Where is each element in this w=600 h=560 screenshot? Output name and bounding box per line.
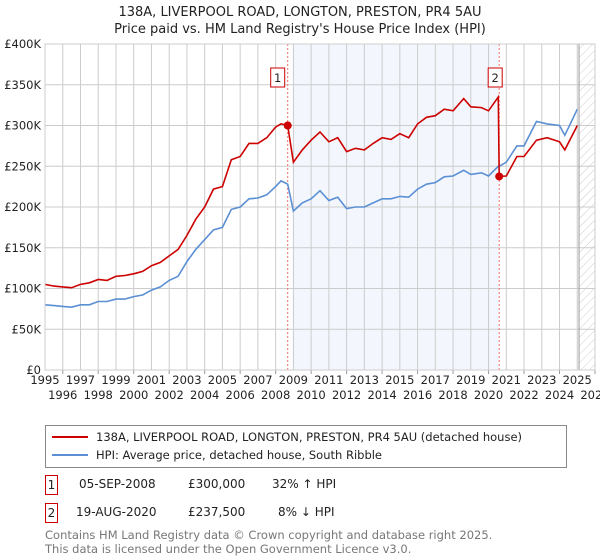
sale-price: £237,500	[188, 505, 246, 519]
sale-marker-badge: 1	[45, 475, 58, 495]
footer-attribution: Contains HM Land Registry data © Crown c…	[45, 528, 492, 556]
x-tick-label: 2017	[421, 373, 450, 387]
sale-hpi-delta: 32% ↑ HPI	[272, 477, 337, 491]
x-tick-label: 2008	[261, 388, 290, 402]
sale-row: 1 05-SEP-2008 £300,000 32% ↑ HPI	[45, 475, 600, 495]
x-tick-label: 2005	[208, 373, 237, 387]
sale-label-number: 2	[492, 71, 499, 85]
legend-red-line	[52, 436, 88, 438]
sale-row: 2 19-AUG-2020 £237,500 8% ↓ HPI	[45, 503, 600, 523]
sale-label-box	[487, 67, 503, 88]
y-tick-label: £250K	[4, 159, 41, 173]
x-tick-label: 2025	[563, 373, 592, 387]
x-tick-label: 2009	[279, 373, 308, 387]
chart-subtitle: Price paid vs. HM Land Registry's House …	[114, 22, 486, 37]
hpi-line	[44, 108, 579, 309]
chart-svg: 1995199619971998199920002001200220032004…	[4, 37, 600, 402]
sale-date: 05-SEP-2008	[79, 477, 156, 491]
x-tick-label: 2016	[403, 388, 432, 402]
x-tick-label: 2014	[367, 388, 396, 402]
y-tick-label: £100K	[4, 282, 41, 296]
x-tick-label: 2022	[509, 388, 538, 402]
x-tick-label: 2011	[314, 373, 343, 387]
y-tick-label: £300K	[4, 119, 41, 133]
x-tick-label: 1997	[66, 373, 95, 387]
x-tick-label: 2026	[580, 388, 600, 402]
sale-label-box	[270, 67, 286, 88]
sale-label-number: 1	[274, 71, 281, 85]
x-tick-label: 1998	[84, 388, 113, 402]
x-tick-label: 2002	[155, 388, 184, 402]
legend-item-property: 138A, LIVERPOOL ROAD, LONGTON, PRESTON, …	[52, 430, 522, 444]
x-tick-label: 2010	[296, 388, 325, 402]
chart-title: 138A, LIVERPOOL ROAD, LONGTON, PRESTON, …	[118, 5, 482, 20]
plot-border	[44, 43, 596, 371]
x-tick-label: 2013	[350, 373, 379, 387]
sale-point	[283, 121, 292, 130]
sale-marker-badge: 2	[45, 503, 58, 523]
property-price-line	[44, 94, 579, 289]
sale-date: 19-AUG-2020	[76, 505, 157, 519]
x-tick-label: 2021	[492, 373, 521, 387]
x-tick-label: 2020	[474, 388, 503, 402]
x-tick-label: 2023	[527, 373, 556, 387]
y-tick-label: £50K	[12, 322, 42, 336]
y-tick-label: £0	[26, 363, 41, 377]
legend-blue-line	[52, 454, 88, 456]
sale-hpi-delta: 8% ↓ HPI	[278, 505, 335, 519]
x-tick-label: 2004	[190, 388, 219, 402]
x-tick-label: 2001	[137, 373, 166, 387]
x-tick-label: 1996	[48, 388, 77, 402]
y-tick-label: £350K	[4, 78, 41, 92]
x-tick-label: 2000	[119, 388, 148, 402]
footer-line-1: Contains HM Land Registry data © Crown c…	[45, 528, 493, 542]
sale-point	[495, 172, 504, 181]
y-tick-label: £150K	[4, 241, 41, 255]
x-tick-label: 2019	[456, 373, 485, 387]
legend-item-hpi: HPI: Average price, detached house, Sout…	[52, 448, 382, 462]
sale-price: £300,000	[188, 477, 246, 491]
x-tick-label: 2015	[385, 373, 414, 387]
x-tick-label: 2006	[226, 388, 255, 402]
footer-line-2: This data is licensed under the Open Gov…	[45, 542, 412, 556]
legend-label-hpi: HPI: Average price, detached house, Sout…	[96, 448, 383, 462]
x-tick-label: 2018	[438, 388, 467, 402]
y-tick-label: £400K	[4, 37, 41, 51]
y-tick-label: £200K	[4, 200, 41, 214]
x-tick-label: 2007	[243, 373, 272, 387]
x-tick-label: 1995	[30, 373, 59, 387]
x-tick-label: 2003	[172, 373, 201, 387]
x-tick-label: 2024	[545, 388, 574, 402]
x-tick-label: 1999	[101, 373, 130, 387]
legend-label-property: 138A, LIVERPOOL ROAD, LONGTON, PRESTON, …	[96, 430, 523, 444]
chart-legend: 138A, LIVERPOOL ROAD, LONGTON, PRESTON, …	[45, 425, 567, 468]
x-tick-label: 2012	[332, 388, 361, 402]
